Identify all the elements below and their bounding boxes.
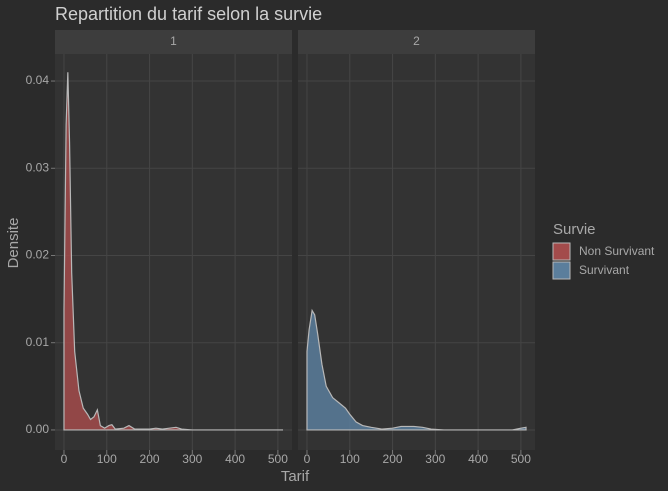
- legend-key: [552, 261, 571, 280]
- y-axis-label: Densite: [5, 218, 22, 269]
- legend-key: [552, 242, 571, 261]
- legend-label: Non Survivant: [579, 244, 655, 258]
- panel-background: [298, 54, 535, 450]
- x-tick-label: 100: [340, 452, 360, 466]
- density-area: [63, 72, 284, 431]
- legend-label: Survivant: [579, 263, 630, 277]
- y-tick-label: 0.00: [26, 422, 50, 436]
- x-tick-label: 100: [97, 452, 117, 466]
- y-tick-label: 0.01: [26, 335, 50, 349]
- x-tick-label: 0: [304, 452, 311, 466]
- legend-title: Survie: [553, 221, 596, 238]
- x-tick-label: 500: [511, 452, 531, 466]
- x-tick-label: 400: [225, 452, 245, 466]
- facet-label: 1: [170, 34, 177, 48]
- y-tick-label: 0.04: [26, 73, 50, 87]
- x-tick-label: 300: [425, 452, 445, 466]
- facet-label: 2: [413, 34, 420, 48]
- x-tick-label: 200: [383, 452, 403, 466]
- y-tick-label: 0.03: [26, 160, 50, 174]
- facet-strip: [298, 30, 535, 54]
- chart-title: Repartition du tarif selon la survie: [55, 4, 322, 24]
- x-tick-label: 500: [268, 452, 288, 466]
- x-tick-label: 400: [468, 452, 488, 466]
- y-tick-label: 0.02: [26, 248, 50, 262]
- x-tick-label: 0: [61, 452, 68, 466]
- density-area: [306, 308, 527, 431]
- x-tick-label: 200: [140, 452, 160, 466]
- panel-background: [55, 54, 292, 450]
- x-tick-label: 300: [182, 452, 202, 466]
- facet-strip: [55, 30, 292, 54]
- x-axis-label: Tarif: [281, 468, 310, 485]
